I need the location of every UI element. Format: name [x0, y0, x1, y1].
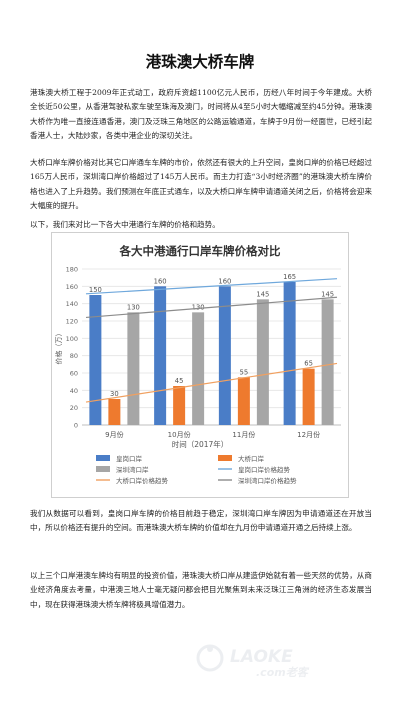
y-axis-label: 价格（万）: [54, 330, 63, 365]
legend-label: 大桥口岸价格趋势: [116, 476, 169, 485]
paragraph-price-comparison: 大桥口岸车牌价格对比其它口岸通车车牌的市价，依然还有很大的上升空间，皇岗口岸的价…: [30, 158, 372, 211]
chart-canvas: 各大中港通行口岸车牌价格对比 0 20 40 60 80 100 120 140 160 180 价格…: [54, 244, 341, 485]
paragraph-conclusion: 以上三个口岸港澳车牌均有明显的投资价值，港珠澳大桥口岸从建造伊始就有着一些天然的…: [30, 571, 372, 609]
data-label: 165: [283, 273, 296, 281]
data-label: 30: [110, 390, 119, 398]
bar-深圳湾口岸: [192, 312, 205, 425]
y-tick-label: 100: [66, 335, 78, 343]
bar-深圳湾口岸: [127, 312, 140, 425]
paragraph-analysis: 我们从数据可以看到，皇岗口岸车牌的价格目前趋于稳定，深圳湾口岸车牌因为申请通道还…: [30, 509, 372, 533]
legend-label: 皇岗口岸价格趋势: [238, 465, 291, 474]
trendline-皇岗口岸: [85, 278, 338, 295]
paragraph-intro: 港珠澳大桥工程于2009年正式动工，政府斥资超1100亿元人民币，历经八年时间于…: [30, 88, 372, 141]
data-label: 130: [127, 303, 140, 311]
bar-大桥口岸: [173, 386, 186, 425]
y-tick-label: 180: [66, 266, 78, 274]
bar-深圳湾口岸: [256, 299, 269, 425]
data-label: 55: [240, 368, 249, 376]
data-label: 130: [192, 303, 205, 311]
legend-swatch: [218, 455, 232, 461]
watermark-sub: .com老客: [256, 666, 310, 679]
legend-swatch: [96, 466, 110, 472]
bar-大桥口岸: [237, 377, 250, 425]
data-label: 145: [321, 290, 334, 298]
data-label: 145: [256, 290, 269, 298]
chart-title: 各大中港通行口岸车牌价格对比: [119, 244, 281, 258]
data-label: 65: [304, 360, 313, 368]
legend-label: 大桥口岸: [238, 454, 265, 463]
y-tick-label: 140: [66, 300, 78, 308]
y-tick-label: 160: [66, 283, 78, 291]
y-tick-label: 0: [74, 422, 78, 430]
data-label: 160: [154, 277, 167, 285]
legend-label: 深圳湾口岸: [116, 465, 149, 474]
laoke-watermark: LAOKE .com老客: [196, 640, 346, 680]
bar-皇岗口岸: [154, 286, 167, 425]
paragraph-chart-lead: 以下，我们来对比一下各大中港通行车牌的价格和趋势。: [30, 220, 220, 229]
price-comparison-chart: 各大中港通行口岸车牌价格对比 0 20 40 60 80 100 120 140 160 180 价格…: [51, 232, 349, 498]
x-axis-label: 时间（2017年）: [172, 439, 229, 449]
bar-皇岗口岸: [89, 295, 102, 425]
legend-label: 皇岗口岸: [116, 454, 143, 463]
bar-大桥口岸: [108, 399, 121, 425]
y-tick-label: 60: [70, 370, 78, 378]
y-tick-label: 40: [70, 387, 78, 395]
legend-label: 深圳湾口岸价格趋势: [238, 476, 297, 485]
bar-皇岗口岸: [283, 282, 296, 425]
watermark-brand: LAOKE: [230, 647, 293, 667]
article-title: 港珠澳大桥车牌: [145, 53, 255, 71]
data-label: 160: [218, 277, 231, 285]
data-label: 45: [175, 377, 184, 385]
trendline-大桥口岸: [85, 362, 338, 403]
y-tick-label: 80: [70, 352, 78, 360]
y-tick-label: 120: [66, 318, 78, 326]
x-tick-label: 12月份: [297, 430, 320, 439]
data-label: 150: [89, 286, 102, 294]
x-tick-label: 9月份: [105, 430, 123, 439]
watermark-logo-icon: LAOKE .com老客: [196, 644, 310, 679]
x-tick-label: 11月份: [232, 430, 255, 439]
trendline-深圳湾口岸: [85, 296, 338, 319]
legend-swatch: [96, 455, 110, 461]
bar-深圳湾口岸: [321, 299, 334, 425]
x-tick-label: 10月份: [168, 430, 191, 439]
y-tick-label: 20: [70, 404, 78, 412]
bar-大桥口岸: [302, 368, 315, 425]
bar-皇岗口岸: [218, 286, 231, 425]
